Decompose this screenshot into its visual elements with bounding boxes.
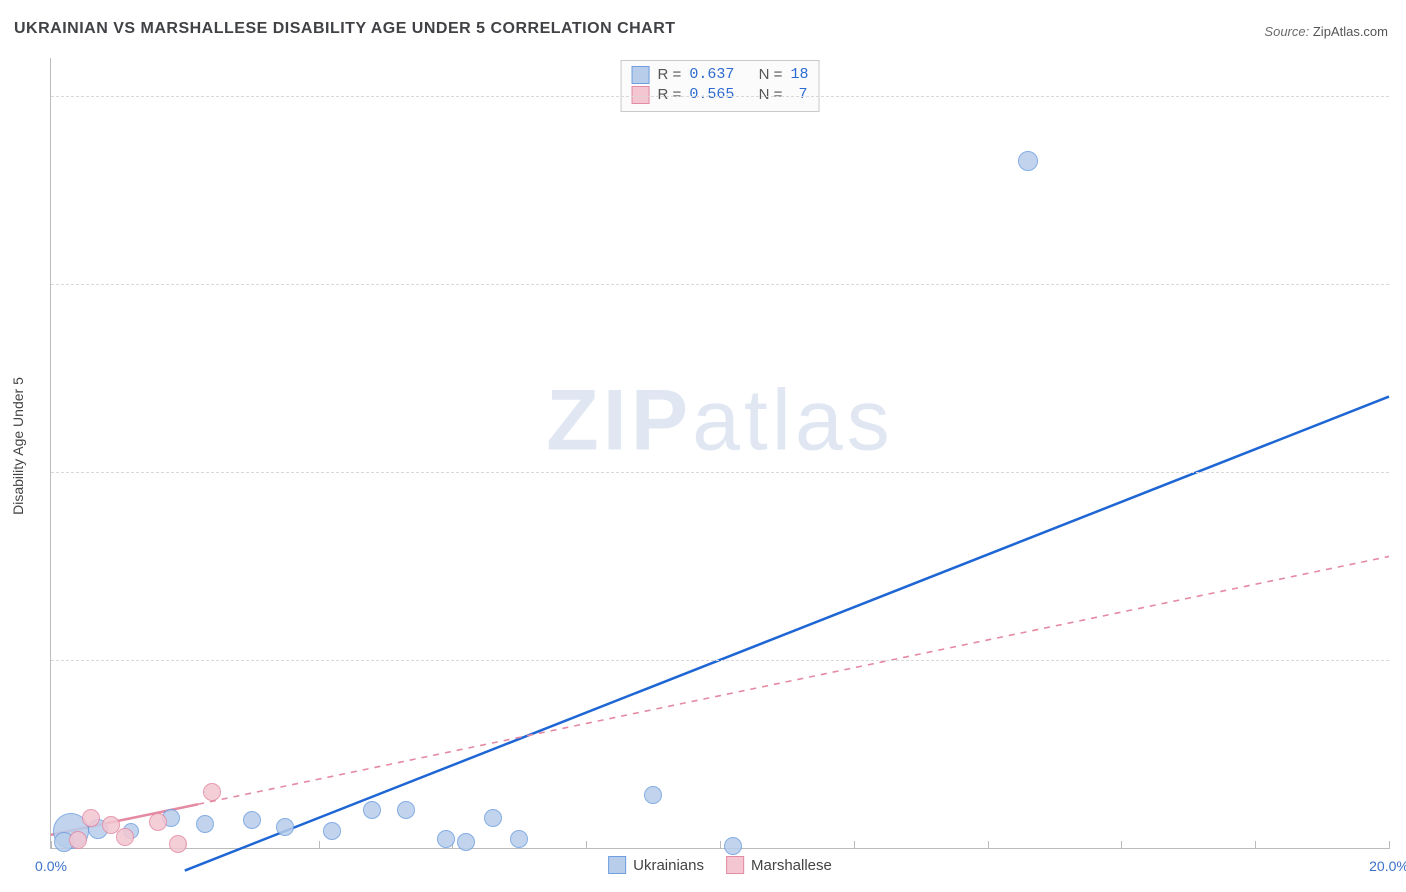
data-point-ukrainians bbox=[243, 811, 261, 829]
data-point-ukrainians bbox=[276, 818, 294, 836]
x-tick-label: 0.0% bbox=[35, 858, 67, 874]
data-point-ukrainians bbox=[484, 809, 502, 827]
legend-swatch-icon bbox=[726, 856, 744, 874]
x-tick bbox=[51, 841, 52, 849]
x-tick bbox=[854, 841, 855, 849]
data-point-marshallese bbox=[203, 783, 221, 801]
legend-swatch-icon bbox=[608, 856, 626, 874]
x-tick bbox=[1389, 841, 1390, 849]
legend-row: R = 0.637 N = 18 bbox=[632, 65, 809, 85]
data-point-ukrainians bbox=[196, 815, 214, 833]
data-point-ukrainians bbox=[510, 830, 528, 848]
x-tick bbox=[988, 841, 989, 849]
data-point-marshallese bbox=[169, 835, 187, 853]
data-point-ukrainians bbox=[457, 833, 475, 851]
trend-lines-layer bbox=[51, 58, 1389, 848]
gridline bbox=[51, 472, 1389, 473]
data-point-ukrainians bbox=[397, 801, 415, 819]
gridline bbox=[51, 284, 1389, 285]
legend-item: Ukrainians bbox=[608, 856, 704, 874]
source-label: Source: bbox=[1264, 24, 1309, 39]
data-point-marshallese bbox=[149, 813, 167, 831]
legend-label: Marshallese bbox=[751, 857, 832, 874]
data-point-ukrainians bbox=[323, 822, 341, 840]
data-point-marshallese bbox=[82, 809, 100, 827]
watermark-text: ZIPatlas bbox=[546, 372, 893, 471]
plot-area: ZIPatlas R = 0.637 N = 18 R = 0.565 N = … bbox=[50, 58, 1389, 849]
x-tick bbox=[586, 841, 587, 849]
legend-correlation: R = 0.637 N = 18 R = 0.565 N = 7 bbox=[621, 60, 820, 112]
gridline bbox=[51, 660, 1389, 661]
gridline bbox=[51, 96, 1389, 97]
legend-r-label: R = bbox=[658, 65, 682, 85]
legend-item: Marshallese bbox=[726, 856, 832, 874]
source-value: ZipAtlas.com bbox=[1313, 24, 1388, 39]
chart-container: UKRAINIAN VS MARSHALLESE DISABILITY AGE … bbox=[0, 0, 1406, 892]
data-point-marshallese bbox=[116, 828, 134, 846]
x-tick bbox=[720, 841, 721, 849]
legend-n-value: 18 bbox=[790, 65, 808, 85]
x-tick-label: 20.0% bbox=[1369, 858, 1406, 874]
legend-series: Ukrainians Marshallese bbox=[608, 856, 832, 874]
legend-r-value: 0.637 bbox=[689, 65, 734, 85]
legend-swatch-icon bbox=[632, 66, 650, 84]
x-tick bbox=[1121, 841, 1122, 849]
data-point-ukrainians bbox=[363, 801, 381, 819]
data-point-ukrainians bbox=[724, 837, 742, 855]
data-point-ukrainians bbox=[644, 786, 662, 804]
legend-n-label: N = bbox=[759, 65, 783, 85]
data-point-marshallese bbox=[69, 831, 87, 849]
y-axis-title: Disability Age Under 5 bbox=[10, 377, 26, 515]
chart-title: UKRAINIAN VS MARSHALLESE DISABILITY AGE … bbox=[14, 20, 676, 38]
x-tick bbox=[319, 841, 320, 849]
x-tick bbox=[1255, 841, 1256, 849]
data-point-ukrainians bbox=[1018, 151, 1038, 171]
data-point-ukrainians bbox=[437, 830, 455, 848]
legend-label: Ukrainians bbox=[633, 857, 704, 874]
source-attribution: Source: ZipAtlas.com bbox=[1264, 24, 1388, 39]
